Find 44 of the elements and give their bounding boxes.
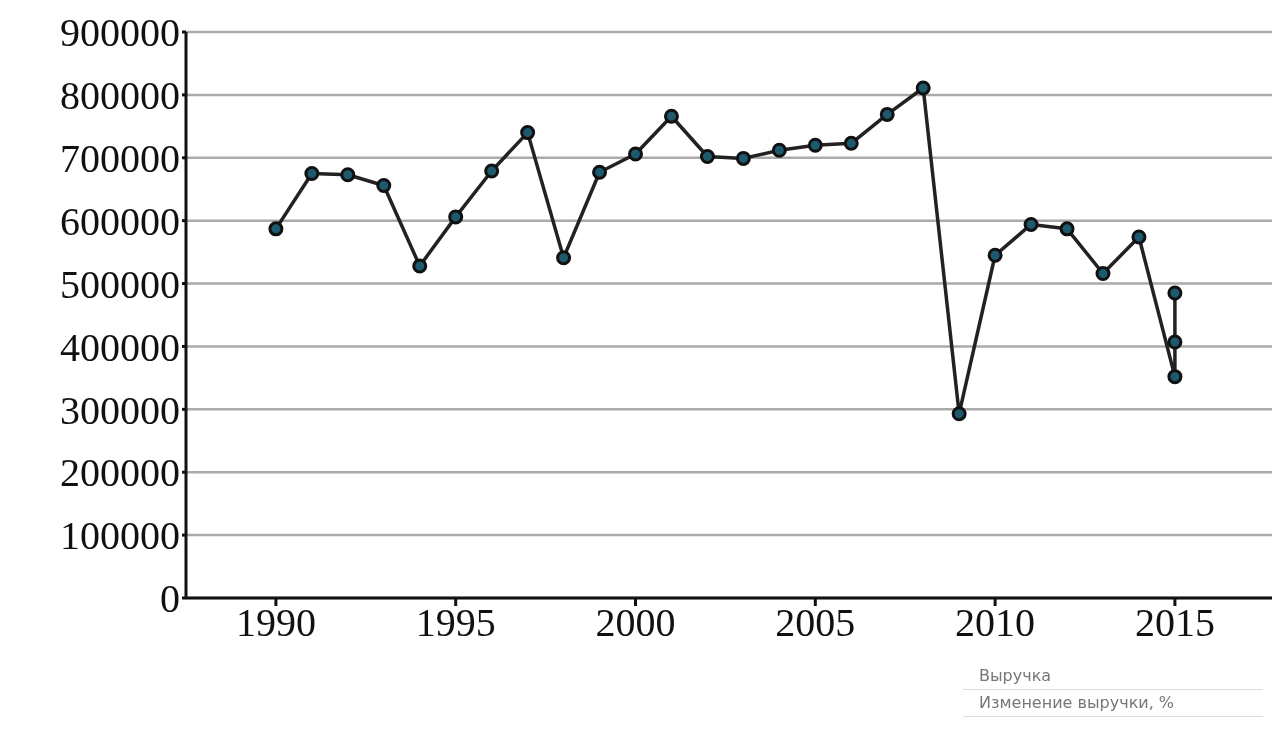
point [987, 247, 1003, 263]
x-tick-label: 1995 [415, 600, 496, 646]
point [304, 166, 320, 181]
point [1059, 221, 1075, 237]
y-tick-label: 900000 [60, 10, 180, 56]
point [807, 137, 823, 153]
point [412, 258, 428, 274]
point [376, 177, 392, 193]
point [1095, 265, 1111, 281]
point [1023, 216, 1039, 232]
point [628, 146, 643, 162]
point [520, 125, 536, 141]
x-tick-label: 2005 [775, 600, 856, 646]
y-tick-label: 0 [160, 576, 180, 622]
point [484, 163, 500, 179]
y-tick-label: 300000 [60, 387, 180, 433]
point [843, 135, 859, 151]
x-tick-label: 2015 [1134, 600, 1215, 646]
point [699, 149, 715, 165]
point [879, 106, 895, 122]
point [1131, 229, 1147, 245]
y-tick-label: 500000 [60, 261, 180, 307]
y-tick-label: 200000 [60, 450, 180, 496]
point [951, 406, 967, 422]
y-tick-label: 600000 [60, 198, 180, 244]
x-tick-label: 1990 [235, 600, 316, 646]
y-tick-label: 100000 [60, 513, 180, 559]
point [1167, 369, 1183, 385]
y-tick-label: 400000 [60, 324, 180, 370]
point [1167, 334, 1183, 350]
x-tick-label: 2010 [955, 600, 1036, 646]
point [735, 150, 751, 166]
x-tick-label: 2000 [595, 600, 676, 646]
point [448, 209, 464, 225]
point [340, 167, 356, 183]
point [268, 221, 284, 237]
point [556, 250, 572, 266]
point [771, 142, 787, 158]
point [1167, 285, 1183, 301]
y-tick-label: 700000 [60, 135, 180, 181]
point [663, 108, 679, 124]
point [915, 80, 931, 96]
point [592, 164, 608, 180]
y-tick-label: 800000 [60, 73, 180, 119]
